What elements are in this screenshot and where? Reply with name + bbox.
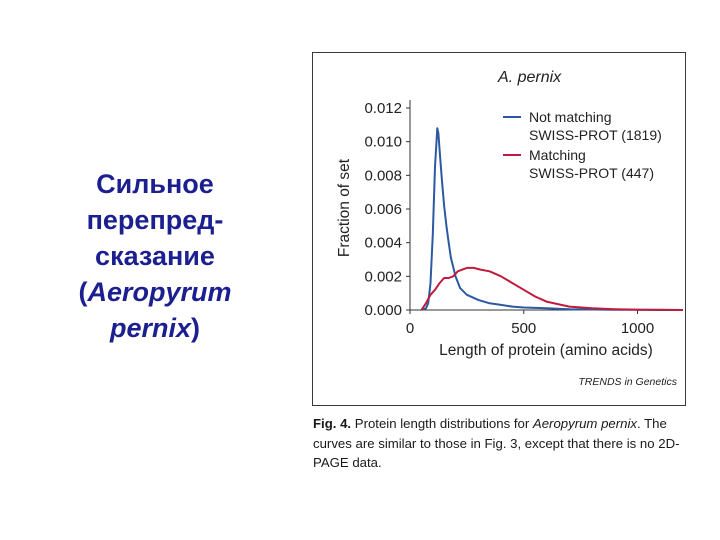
- y-tick-label: 0.006: [364, 201, 402, 218]
- series-line: [420, 266, 684, 311]
- y-tick-label: 0.002: [364, 268, 402, 285]
- figure-panel: 0.000 0.002 0.004 0.006 0.008 0.010 0.012 0 500 1…: [312, 52, 686, 406]
- slide-title-line: перепред-: [86, 205, 224, 235]
- source-credit: TRENDS in Genetics: [578, 376, 677, 388]
- slide-title-line: сказание: [95, 241, 215, 271]
- y-tick-label: 0.004: [364, 235, 402, 252]
- legend-label: Matching: [529, 147, 586, 163]
- slide-title-species-line: (Aeropyrum: [40, 274, 270, 310]
- y-tick-label: 0.000: [364, 302, 402, 319]
- y-tick-label: 0.012: [364, 100, 402, 117]
- x-tick-label: 500: [511, 320, 536, 337]
- y-tick-label: 0.010: [364, 134, 402, 151]
- caption-species: Aeropyrum pernix: [532, 416, 637, 431]
- species-name: pernix: [109, 313, 192, 343]
- legend-label: Not matching: [529, 109, 611, 125]
- species-genus: Aeropyrum: [87, 277, 232, 307]
- caption-text: Protein length distributions for: [354, 416, 530, 431]
- slide-title-species-line: pernix): [40, 310, 270, 346]
- y-tick-label: 0.008: [364, 167, 402, 184]
- paren-open: (: [78, 277, 88, 307]
- line-chart: 0.000 0.002 0.004 0.006 0.008 0.010 0.012 0 500 1…: [336, 69, 684, 388]
- x-tick-label: 1000: [621, 320, 654, 337]
- chart-title: A. pernix: [497, 69, 562, 86]
- caption-text: . The curves are similar to those in Fig…: [313, 416, 680, 470]
- figure-caption: Fig. 4. Protein length distributions for…: [313, 414, 693, 473]
- slide-title: Сильное перепред- сказание (Aeropyrum pe…: [40, 166, 270, 346]
- legend-label: SWISS-PROT (1819): [529, 127, 662, 143]
- slide-title-line: Сильное: [96, 169, 214, 199]
- x-tick-label: 0: [406, 320, 414, 337]
- paren-close: ): [191, 313, 201, 343]
- y-axis-label: Fraction of set: [336, 158, 353, 257]
- series-line: [421, 127, 683, 311]
- x-axis-label: Length of protein (amino acids): [439, 342, 653, 359]
- legend-label: SWISS-PROT (447): [529, 165, 654, 181]
- figure-label: Fig. 4.: [313, 416, 352, 431]
